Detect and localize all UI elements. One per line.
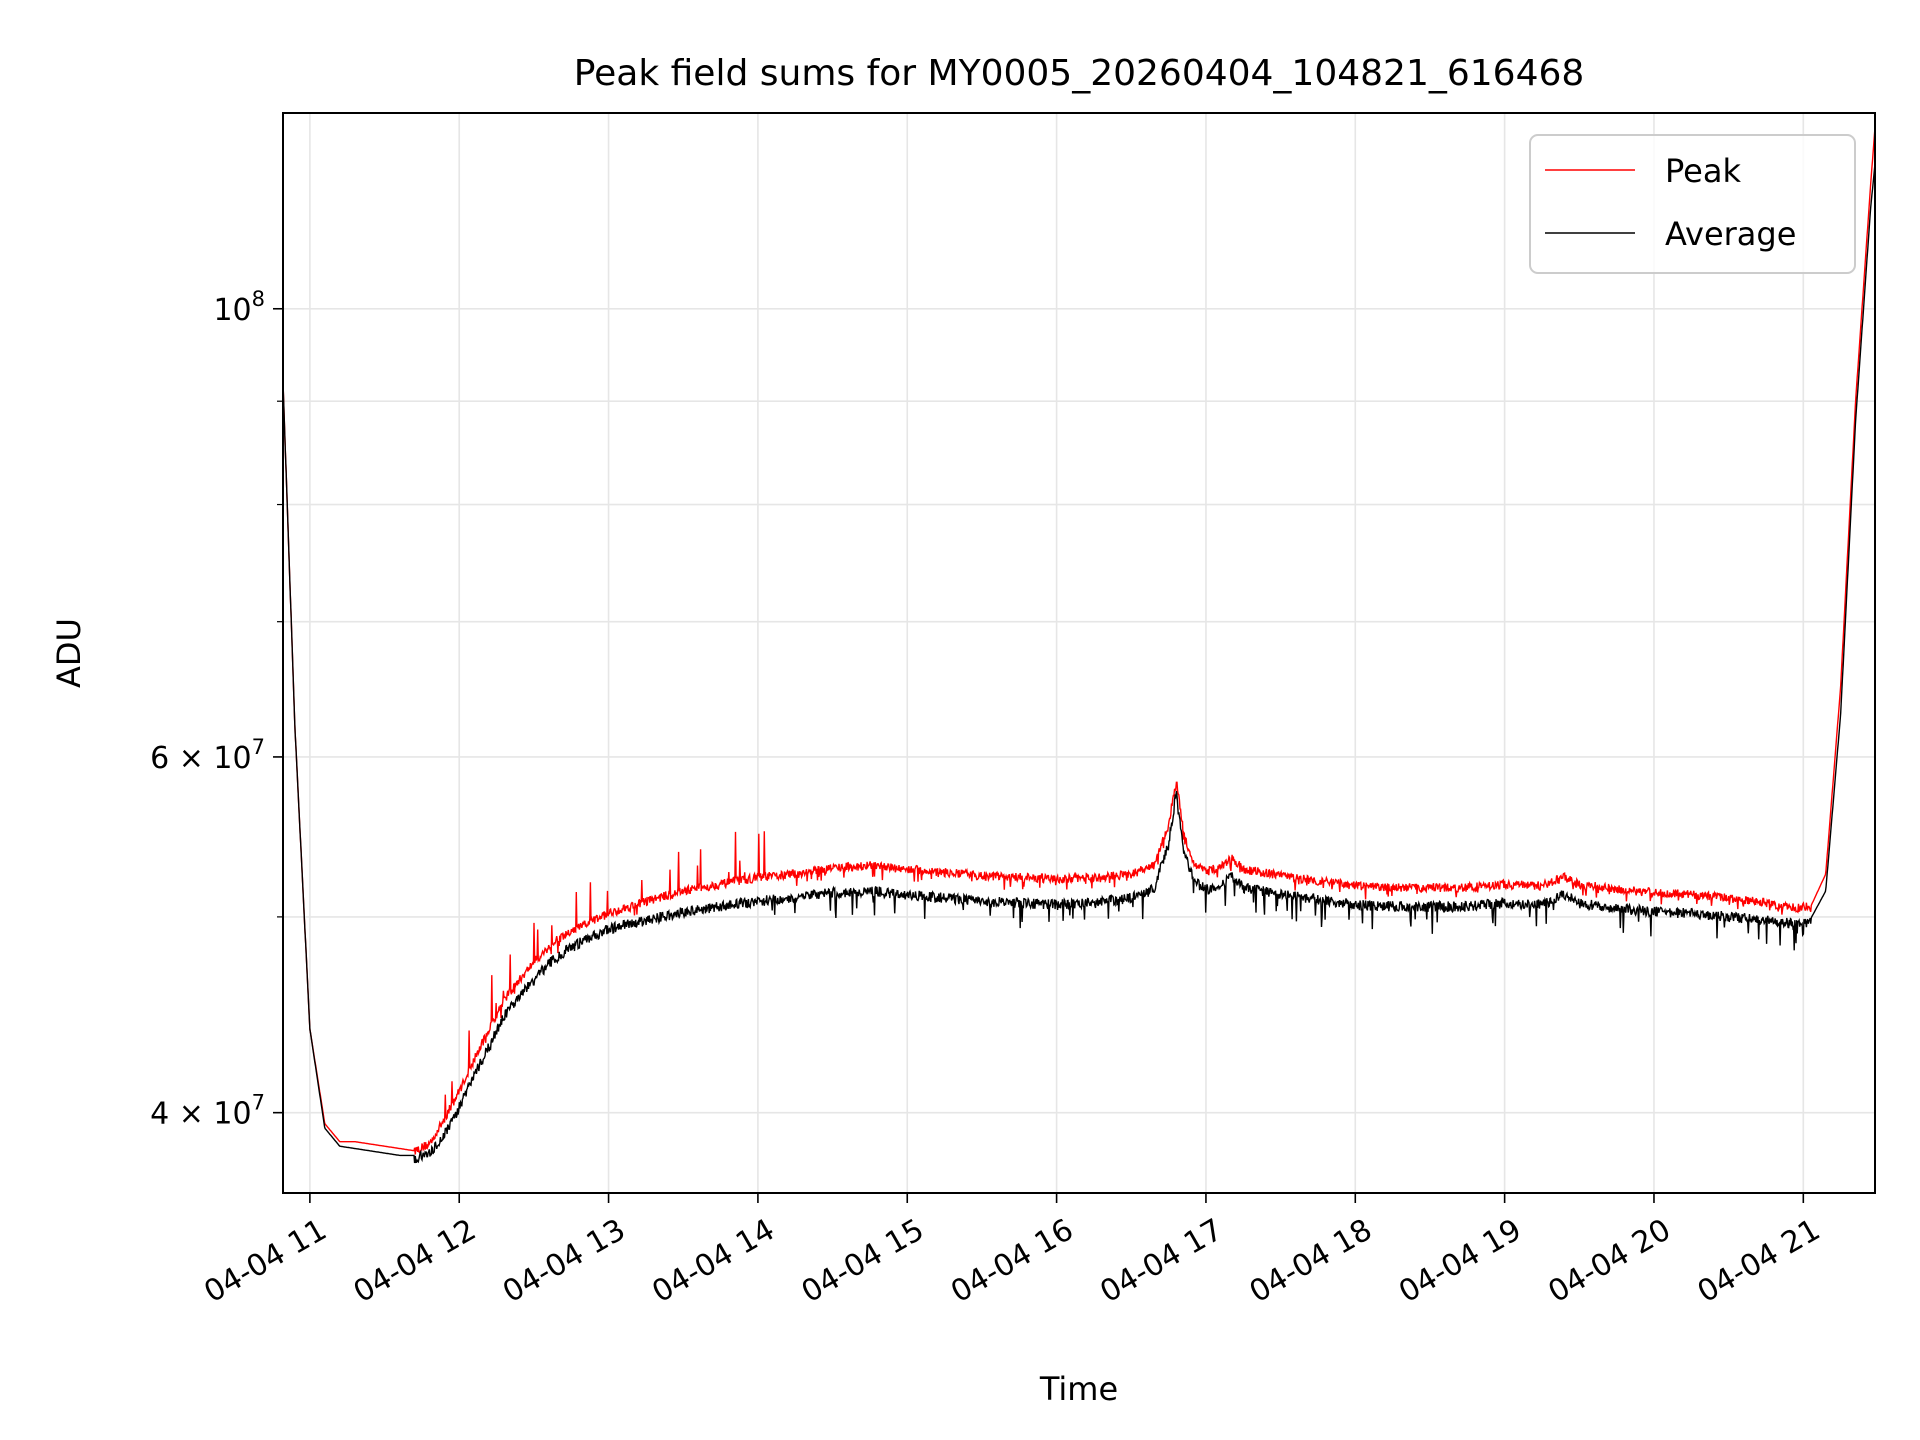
chart-title: Peak field sums for MY0005_20260404_1048… xyxy=(574,53,1585,94)
y-tick-label: 4 × 107 xyxy=(150,1091,265,1132)
series-line-peak xyxy=(283,127,1875,1155)
grid-layer xyxy=(283,113,1875,1193)
legend: Peak Average xyxy=(1529,134,1856,274)
series-line-average xyxy=(283,163,1875,1164)
legend-label-peak: Peak xyxy=(1665,152,1741,190)
plot-frame xyxy=(282,112,1876,1194)
legend-label-average: Average xyxy=(1665,215,1796,253)
x-axis-label: Time xyxy=(1039,1370,1118,1408)
series-layer xyxy=(283,127,1875,1164)
y-tick-label: 108 xyxy=(213,287,265,328)
y-tick-label: 6 × 107 xyxy=(150,735,265,776)
y-axis-label: ADU xyxy=(50,618,88,688)
